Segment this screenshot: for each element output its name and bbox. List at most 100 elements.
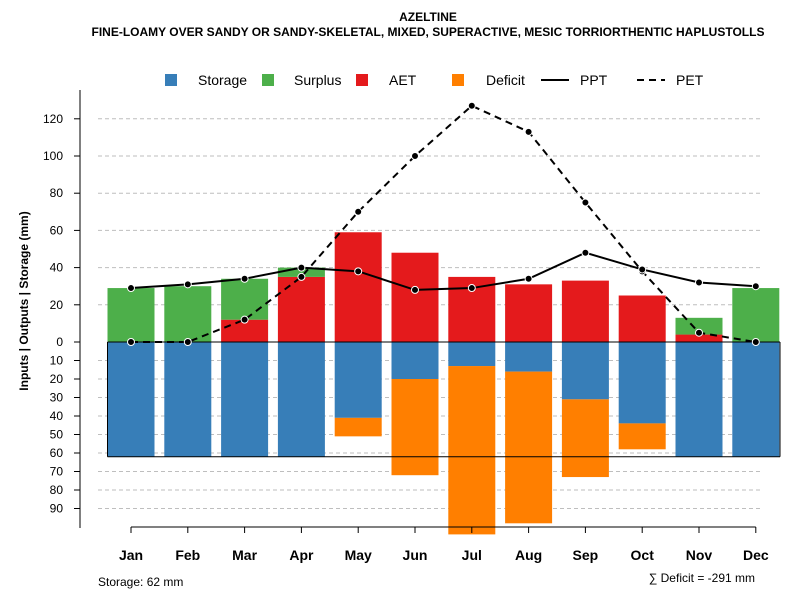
x-tick-label-feb: Feb xyxy=(175,547,200,563)
ppt-line xyxy=(130,251,756,291)
y-axis-label: Inputs | Outputs | Storage (mm) xyxy=(17,211,31,390)
x-tick-label-jun: Jun xyxy=(403,547,428,563)
bar-storage-may xyxy=(334,342,382,418)
y-tick-label: 20 xyxy=(50,372,64,386)
pet-point-may xyxy=(354,207,363,216)
x-tick-label-apr: Apr xyxy=(289,547,314,563)
x-tick-label-nov: Nov xyxy=(686,547,713,563)
bar-storage-jun xyxy=(391,342,439,379)
legend: Storage Surplus AET Deficit PPT PET xyxy=(165,72,704,88)
bars xyxy=(107,232,780,535)
bar-storage-mar xyxy=(221,342,269,457)
bar-deficit-sep xyxy=(561,399,609,478)
legend-label-deficit: Deficit xyxy=(486,72,525,88)
bar-aet-aug xyxy=(505,284,553,342)
ppt-point-aug xyxy=(524,274,533,283)
y-tick-label: 50 xyxy=(50,428,64,442)
x-tick-label-dec: Dec xyxy=(743,547,769,563)
x-tick-label-aug: Aug xyxy=(515,547,542,563)
bar-deficit-jul xyxy=(448,366,496,535)
storage-note: Storage: 62 mm xyxy=(98,575,183,589)
y-tick-label: 20 xyxy=(50,298,64,312)
pet-point-aug xyxy=(524,127,533,136)
bar-surplus-jan xyxy=(107,288,155,342)
ppt-point-jan xyxy=(127,284,135,293)
legend-label-pet: PET xyxy=(676,72,704,88)
pet-point-feb xyxy=(183,338,192,346)
y-tick-label: 40 xyxy=(50,261,64,275)
bar-aet-apr xyxy=(277,276,325,342)
bar-storage-aug xyxy=(505,342,553,372)
ppt-point-feb xyxy=(183,280,192,289)
legend-swatch-aet xyxy=(356,74,368,86)
legend-label-ppt: PPT xyxy=(580,72,608,88)
bar-deficit-oct xyxy=(618,423,666,450)
ppt-point-nov xyxy=(695,278,703,287)
y-tick-label: 100 xyxy=(43,149,63,163)
pet-point-dec xyxy=(751,338,760,346)
bar-surplus-apr xyxy=(277,267,325,277)
y-tick-label: 0 xyxy=(56,335,63,349)
y-tick-label: 60 xyxy=(50,223,64,237)
bar-storage-nov xyxy=(675,342,723,457)
ppt-point-jun xyxy=(411,285,419,294)
y-tick-label: 120 xyxy=(43,112,63,126)
bar-surplus-nov xyxy=(675,317,723,335)
x-tick-label-may: May xyxy=(345,547,372,563)
x-tick-label-oct: Oct xyxy=(631,547,655,563)
bar-aet-nov xyxy=(675,334,723,342)
bar-deficit-jun xyxy=(391,379,439,476)
bar-aet-may xyxy=(334,232,382,342)
axes: 0 20 40 60 80 100 120 10 20 30 40 50 60 70 80 90 Jan Feb M… xyxy=(43,90,769,563)
pet-point-sep xyxy=(581,198,590,207)
bar-surplus-feb xyxy=(164,286,212,342)
pet-point-jun xyxy=(411,152,419,160)
pet-line xyxy=(131,104,756,343)
y-tick-label: 90 xyxy=(50,502,64,516)
pet-point-jul xyxy=(467,101,476,110)
legend-label-aet: AET xyxy=(389,72,417,88)
bar-storage-feb xyxy=(164,342,212,457)
bar-surplus-dec xyxy=(732,288,780,342)
bar-storage-oct xyxy=(618,342,666,424)
chart-subtitle: FINE-LOAMY OVER SANDY OR SANDY-SKELETAL,… xyxy=(92,25,765,39)
pet-point-jan xyxy=(127,338,135,346)
bar-aet-sep xyxy=(561,280,609,342)
y-tick-label: 30 xyxy=(50,391,64,405)
legend-label-surplus: Surplus xyxy=(294,72,341,88)
legend-label-storage: Storage xyxy=(198,72,247,88)
bar-storage-jul xyxy=(448,342,496,367)
y-tick-label: 40 xyxy=(50,409,64,423)
x-tick-label-jan: Jan xyxy=(119,547,143,563)
bar-aet-jun xyxy=(391,252,439,342)
y-tick-label: 60 xyxy=(50,446,64,460)
legend-swatch-deficit xyxy=(452,74,464,86)
x-tick-label-jul: Jul xyxy=(462,547,482,563)
bar-storage-sep xyxy=(561,342,609,400)
ppt-point-oct xyxy=(638,265,647,274)
y-tick-label: 80 xyxy=(50,186,64,200)
x-tick-label-mar: Mar xyxy=(232,547,257,563)
y-tick-label: 80 xyxy=(50,483,64,497)
bar-deficit-aug xyxy=(505,371,553,524)
ppt-point-jul xyxy=(467,284,476,293)
legend-swatch-surplus xyxy=(262,74,274,86)
ppt-point-may xyxy=(354,267,363,276)
pet-point-nov xyxy=(695,328,703,337)
ppt-point-mar xyxy=(240,274,249,283)
bar-storage-apr xyxy=(277,342,325,457)
pet-point-mar xyxy=(240,315,249,324)
legend-swatch-storage xyxy=(165,74,177,86)
chart-title: AZELTINE xyxy=(399,10,457,24)
x-tick-label-sep: Sep xyxy=(573,547,599,563)
bar-aet-oct xyxy=(618,295,666,342)
ppt-point-sep xyxy=(581,248,590,257)
lines xyxy=(127,101,760,346)
bar-aet-mar xyxy=(221,319,269,342)
pet-point-apr xyxy=(297,272,306,281)
y-tick-label: 70 xyxy=(50,465,64,479)
bar-storage-dec xyxy=(732,342,780,457)
bar-surplus-mar xyxy=(221,278,269,320)
ppt-point-dec xyxy=(751,282,760,291)
y-tick-label: 10 xyxy=(50,354,64,368)
